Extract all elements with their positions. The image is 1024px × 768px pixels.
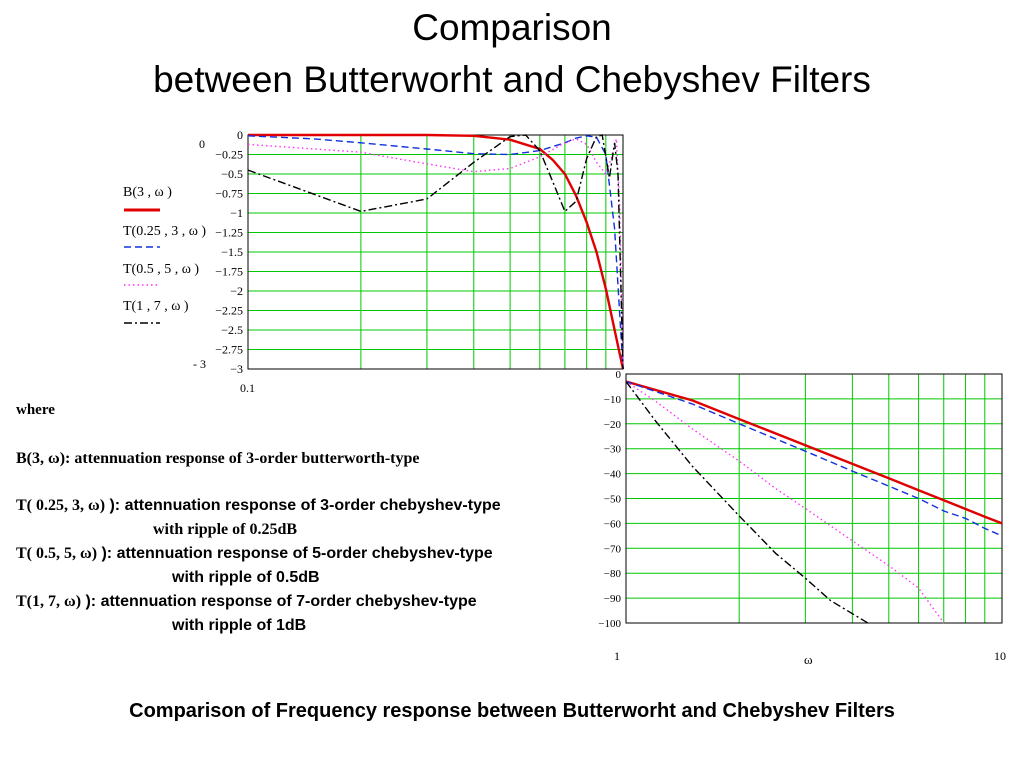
desc-cheb-7-symbol: T(1, 7, ω)	[16, 593, 82, 610]
legend-swatch-t2	[124, 284, 160, 286]
y-tick-label: 0	[237, 128, 243, 142]
y-tick-label: −30	[604, 444, 622, 456]
desc-cheb-7-ripple: with ripple of 1dB	[172, 617, 307, 634]
series-line-4	[247, 134, 624, 370]
legend-swatch-b3	[124, 208, 160, 212]
legend-swatch-t3	[124, 322, 160, 324]
y-tick-label: −0.25	[215, 148, 243, 162]
y-tick-label: −10	[604, 394, 622, 406]
desc-cheb-7-text: ): attennuation response of 7-order cheb…	[81, 593, 477, 610]
y-tick-label: −2	[230, 284, 243, 298]
plot1-xmin-label: 0.1	[240, 381, 255, 395]
plot-frame	[625, 373, 1003, 624]
y-tick-label: −50	[604, 494, 622, 506]
y-tick-label: −100	[598, 618, 621, 630]
y-tick-label: −1.5	[221, 245, 243, 259]
series-line-2	[247, 135, 624, 370]
y-tick-label: −3	[230, 362, 243, 376]
plot2-x2-label: 10	[994, 649, 1006, 663]
legend-swatch-t1	[124, 246, 160, 248]
series-line-1	[248, 133, 625, 370]
legend-label-t3: T(1 , 7 , ω )	[123, 299, 189, 314]
where-label: where	[16, 402, 55, 418]
legend-label-b3: B(3 , ω )	[123, 185, 172, 200]
y-tick-label: −1.25	[215, 226, 243, 240]
y-tick-label: 0	[616, 369, 622, 381]
title-line-1: Comparison	[412, 7, 612, 48]
desc-cheb-5-ripple: with ripple of 0.5dB	[172, 569, 320, 586]
legend-label-t1: T(0.25 , 3 , ω )	[123, 224, 207, 239]
series-line-2	[625, 380, 1003, 537]
y-tick-label: −40	[604, 469, 622, 481]
plot2-x-axis-label: ω	[804, 652, 813, 667]
y-tick-label: −1	[230, 206, 243, 220]
desc-cheb-7: T(1, 7, ω) ): attennuation response of 7…	[16, 593, 477, 611]
y-tick-label: −60	[604, 518, 622, 530]
plot-frame	[247, 134, 624, 370]
desc-cheb-5: T( 0.5, 5, ω) ): attennuation response o…	[16, 545, 493, 563]
y-tick-label: −2.25	[215, 304, 243, 318]
y-tick-label: −0.75	[215, 187, 243, 201]
series-line-4	[625, 381, 869, 624]
series-line-1	[625, 380, 1003, 525]
desc-butterworth: B(3, ω): attennuation response of 3-orde…	[16, 450, 420, 467]
plot1-ymin-label: - 3	[193, 357, 206, 371]
y-tick-label: −2.5	[221, 323, 243, 337]
y-tick-label: −70	[604, 543, 622, 555]
y-tick-label: −90	[604, 593, 622, 605]
desc-cheb-5-text: ): attennuation response of 5-order cheb…	[97, 545, 493, 562]
legend-label-t2: T(0.5 , 5 , ω )	[123, 262, 200, 277]
y-tick-label: −2.75	[215, 343, 243, 357]
desc-cheb-3-symbol: T( 0.25, 3, ω)	[16, 497, 106, 514]
desc-cheb-5-symbol: T( 0.5, 5, ω)	[16, 545, 98, 562]
y-tick-label: −0.5	[221, 167, 243, 181]
desc-cheb-3-text: ): attennuation response of 3-order cheb…	[105, 497, 501, 514]
title-line-2: between Butterworht and Chebyshev Filter…	[153, 59, 871, 100]
y-tick-label: −20	[604, 419, 622, 431]
y-tick-label: −1.75	[215, 265, 243, 279]
y-tick-label: −80	[604, 568, 622, 580]
desc-cheb-3-ripple: with ripple of 0.25dB	[153, 521, 298, 538]
figure-caption: Comparison of Frequency response between…	[129, 700, 895, 722]
desc-cheb-3: T( 0.25, 3, ω) ): attennuation response …	[16, 497, 501, 515]
series-line-3	[247, 138, 624, 370]
series-line-3	[625, 380, 945, 624]
plot2-x1-label: 1	[614, 649, 620, 663]
plot1-ymax-label: 0	[199, 137, 205, 151]
